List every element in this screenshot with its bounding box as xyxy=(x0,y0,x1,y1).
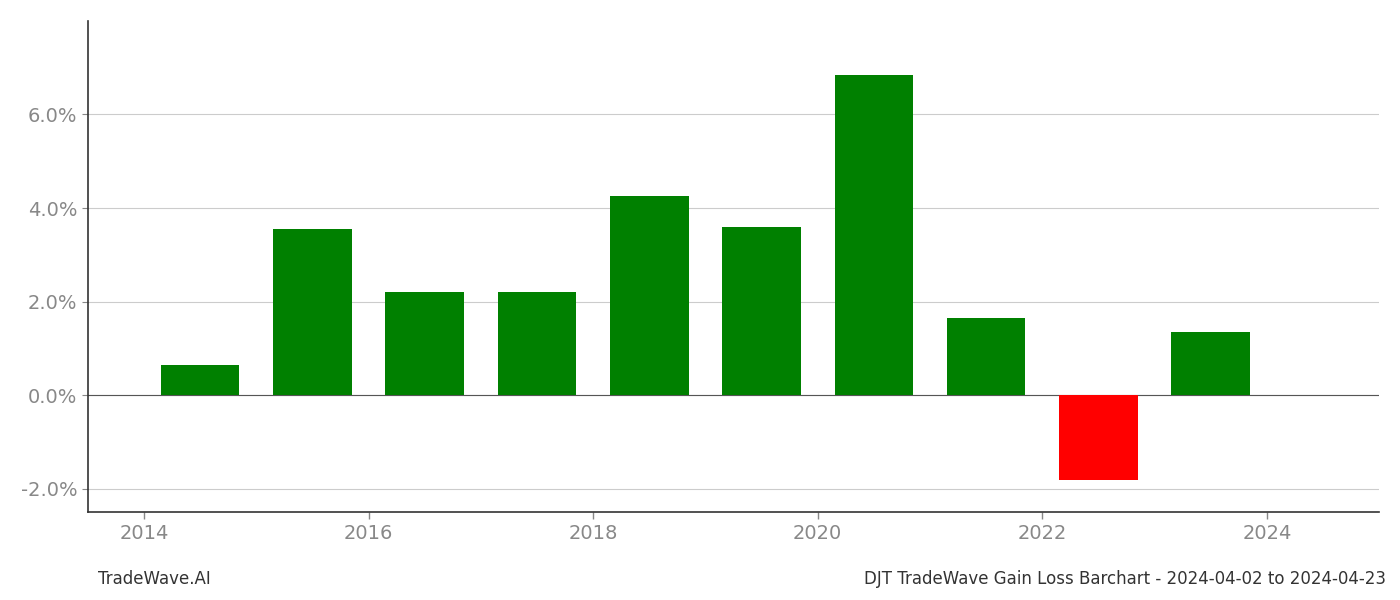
Bar xyxy=(385,292,463,395)
Bar xyxy=(161,365,239,395)
Bar xyxy=(946,318,1025,395)
Bar xyxy=(273,229,351,395)
Bar xyxy=(1060,395,1138,479)
Bar xyxy=(834,74,913,395)
Text: TradeWave.AI: TradeWave.AI xyxy=(98,570,211,588)
Bar xyxy=(498,292,577,395)
Bar xyxy=(610,196,689,395)
Text: DJT TradeWave Gain Loss Barchart - 2024-04-02 to 2024-04-23: DJT TradeWave Gain Loss Barchart - 2024-… xyxy=(864,570,1386,588)
Bar xyxy=(722,227,801,395)
Bar xyxy=(1172,332,1250,395)
